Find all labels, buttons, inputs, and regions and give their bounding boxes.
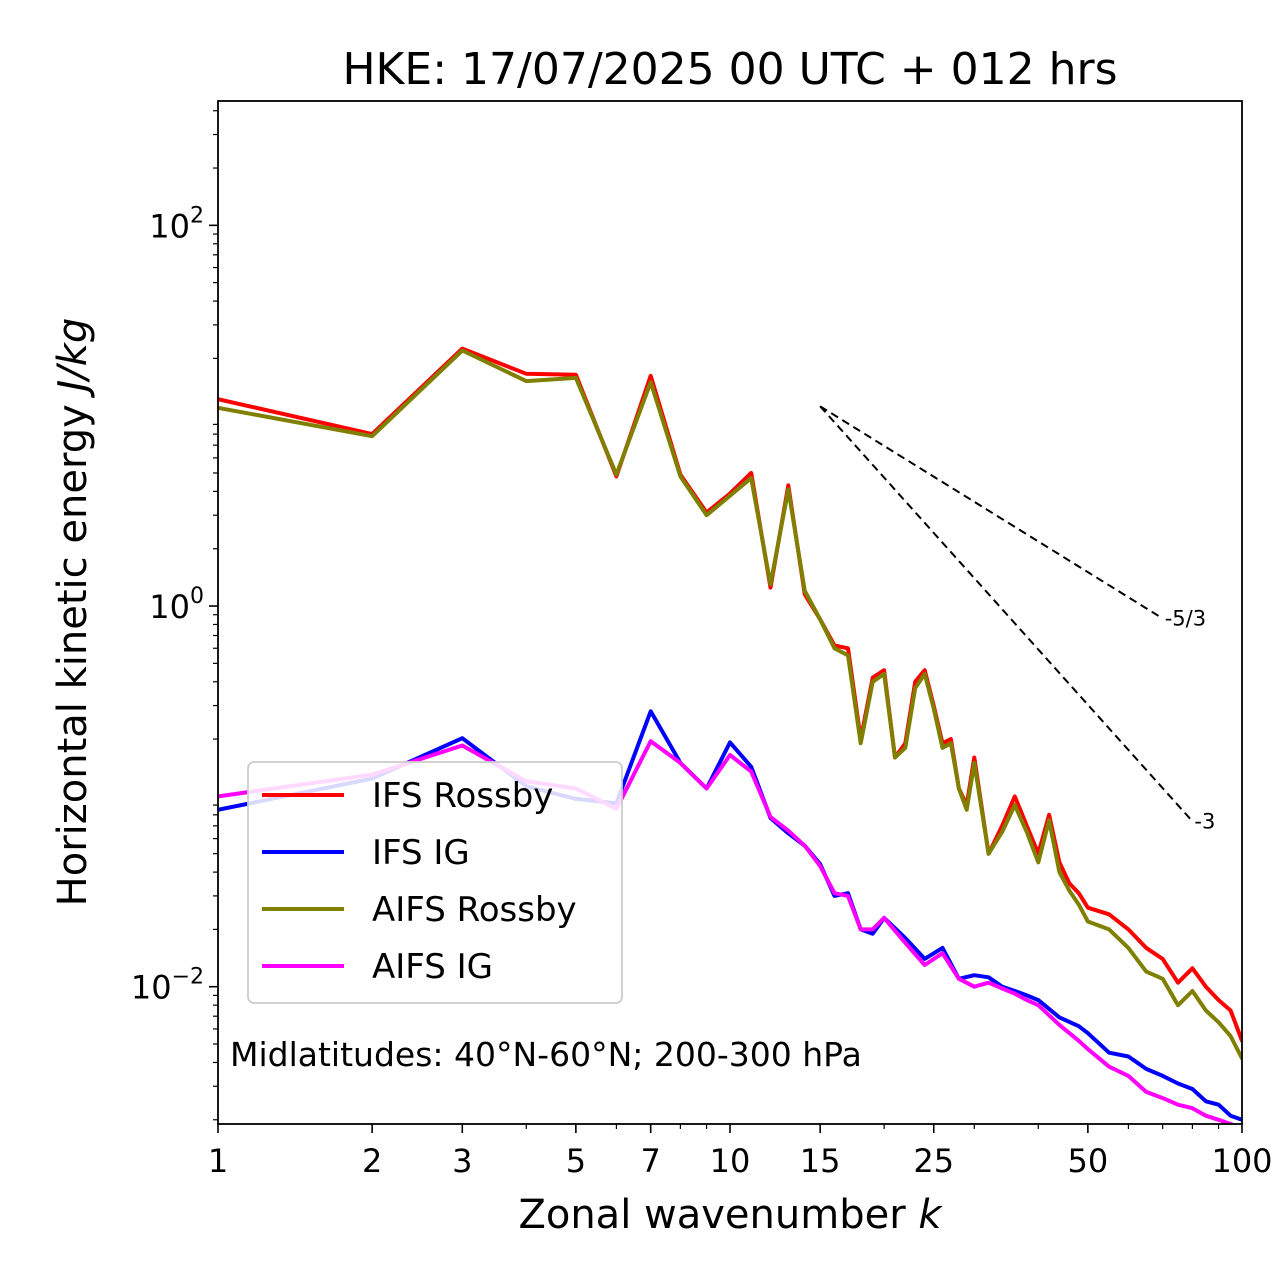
y-tick-labels: 10−2 100 102 [131, 203, 204, 1006]
legend-label: IFS IG [372, 833, 470, 873]
x-tick-label: 1 [208, 1142, 228, 1180]
y-axis-label: Horizontal kinetic energy J/kg [50, 318, 96, 907]
plot-frame [217, 100, 1243, 1125]
x-tick-label: 25 [913, 1142, 954, 1180]
region-annotation: Midlatitudes: 40°N-60°N; 200-300 hPa [230, 1035, 862, 1074]
reference-slope-line [819, 405, 1164, 620]
legend-box [247, 761, 623, 1004]
legend: IFS Rossby IFS IG AIFS Rossby AIFS IG [247, 761, 623, 1004]
x-tick-label: 7 [641, 1142, 661, 1180]
legend-label: IFS Rossby [372, 776, 553, 816]
legend-label: AIFS Rossby [372, 890, 577, 930]
legend-label: AIFS IG [372, 947, 493, 987]
reference-slope-label: -5/3 [1165, 606, 1206, 630]
reference-slopes: -5/3 -3 [819, 405, 1215, 833]
x-tick-label: 3 [452, 1142, 472, 1180]
series-group [218, 346, 1242, 1124]
reference-slope-line [819, 405, 1194, 822]
x-tick-label: 10 [710, 1142, 751, 1180]
x-tick-label: 100 [1211, 1142, 1272, 1180]
x-tick-label: 50 [1068, 1142, 1109, 1180]
series-line-aifs-rossby [218, 348, 1242, 1061]
y-tick-label: 102 [149, 203, 204, 245]
x-axis-label: Zonal wavenumber k [518, 1192, 943, 1238]
x-tick-label: 2 [362, 1142, 382, 1180]
series-line-aifs-ig [218, 739, 1237, 1124]
y-tick-label: 10−2 [131, 965, 204, 1007]
x-tick-label: 5 [566, 1142, 586, 1180]
y-tick-label: 100 [149, 584, 204, 626]
x-tick-label: 15 [800, 1142, 841, 1180]
chart-title: HKE: 17/07/2025 00 UTC + 012 hrs [342, 44, 1117, 95]
reference-slope-label: -3 [1194, 809, 1215, 833]
x-tick-labels: 1 2 3 5 7 10 15 25 50 100 [208, 1142, 1273, 1180]
major-ticks [209, 224, 1243, 1133]
